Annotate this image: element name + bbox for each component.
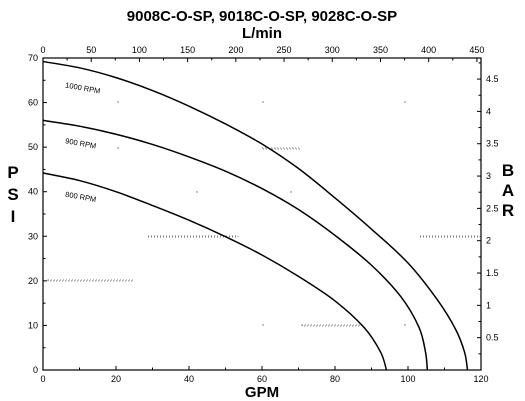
left-axis-label-s: S xyxy=(7,185,18,204)
plot-frame xyxy=(42,57,482,371)
x-tick-label: 120 xyxy=(473,374,488,384)
x-tick-label: 40 xyxy=(184,374,194,384)
y-tick-label: 40 xyxy=(28,187,38,197)
y2-tick-label: 2 xyxy=(486,236,491,246)
x-tick-label: 100 xyxy=(400,374,415,384)
y2-tick-label: 4 xyxy=(486,106,491,116)
x2-tick-label: 300 xyxy=(325,45,340,55)
curve-900-rpm xyxy=(42,119,429,371)
speckle-marks xyxy=(47,101,481,327)
y2-tick-label: 2.5 xyxy=(486,203,499,213)
x2-tick-label: 350 xyxy=(373,45,388,55)
left-axis-label-i: I xyxy=(11,207,16,226)
x-tick-label: 20 xyxy=(111,374,121,384)
x2-tick-label: 200 xyxy=(228,45,243,55)
bottom-axis-label: GPM xyxy=(245,384,279,401)
curve-label: 900 RPM xyxy=(65,136,97,150)
curve-label: 800 RPM xyxy=(65,190,97,204)
x2-tick-label: 100 xyxy=(132,45,147,55)
x2-tick-label: 0 xyxy=(40,45,45,55)
y2-tick-label: 1 xyxy=(486,300,491,310)
x-tick-label: 0 xyxy=(40,374,45,384)
curve-800-rpm xyxy=(42,172,388,371)
y-tick-label: 20 xyxy=(28,276,38,286)
y-tick-label: 60 xyxy=(28,98,38,108)
right-axis-label-a: A xyxy=(502,181,514,200)
y2-tick-label: 0.5 xyxy=(486,333,499,343)
y2-tick-label: 1.5 xyxy=(486,268,499,278)
curve-label: 1000 RPM xyxy=(65,81,101,96)
y-tick-label: 10 xyxy=(28,320,38,330)
y-tick-label: 30 xyxy=(28,231,38,241)
y2-tick-label: 3.5 xyxy=(486,139,499,149)
x2-tick-label: 250 xyxy=(277,45,292,55)
y2-tick-label: 4.5 xyxy=(486,74,499,84)
x2-tick-label: 150 xyxy=(180,45,195,55)
right-axis-label-b: B xyxy=(502,161,514,180)
y-tick-label: 0 xyxy=(33,365,38,375)
chart-title: 9008C-O-SP, 9018C-O-SP, 9028C-O-SP xyxy=(127,8,397,25)
x-tick-label: 80 xyxy=(330,374,340,384)
left-axis-label-p: P xyxy=(7,163,18,182)
curve-1000-rpm xyxy=(42,60,469,371)
y-tick-label: 70 xyxy=(28,53,38,63)
y2-tick-label: 3 xyxy=(486,171,491,181)
x2-tick-label: 450 xyxy=(469,45,484,55)
y-tick-label: 50 xyxy=(28,142,38,152)
x2-tick-label: 400 xyxy=(421,45,436,55)
right-axis-label-r: R xyxy=(502,201,514,220)
top-axis-label: L/min xyxy=(242,25,282,42)
x2-tick-label: 50 xyxy=(86,45,96,55)
x-tick-label: 60 xyxy=(257,374,267,384)
